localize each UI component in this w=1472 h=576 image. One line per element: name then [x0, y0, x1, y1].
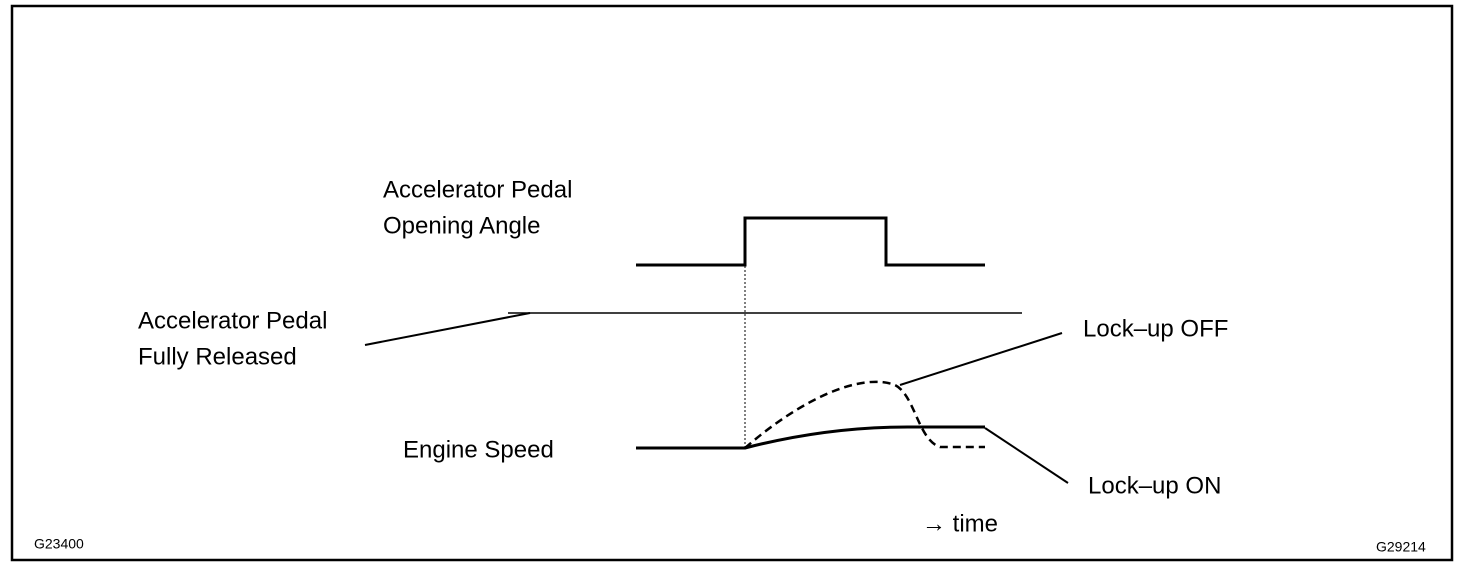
label: Engine Speed: [403, 436, 554, 463]
engine-speed-lockup-on: [636, 425, 985, 450]
label: Opening Angle: [383, 212, 540, 239]
engine-speed-lockup-off: [744, 380, 985, 449]
label: Lock–up OFF: [1083, 315, 1228, 342]
label: → time: [922, 510, 998, 537]
leader-line: [899, 332, 1063, 386]
label: Accelerator Pedal: [138, 307, 327, 334]
label: Accelerator Pedal: [383, 176, 572, 203]
figure-code: G29214: [1376, 539, 1426, 555]
pedal-angle-signal: [636, 216, 985, 267]
figure-code: G23400: [34, 536, 84, 552]
frame: [10, 4, 1454, 562]
label: Lock–up ON: [1088, 472, 1221, 499]
leader-line: [364, 312, 531, 346]
label: Fully Released: [138, 343, 297, 370]
leader-line: [984, 427, 1069, 484]
